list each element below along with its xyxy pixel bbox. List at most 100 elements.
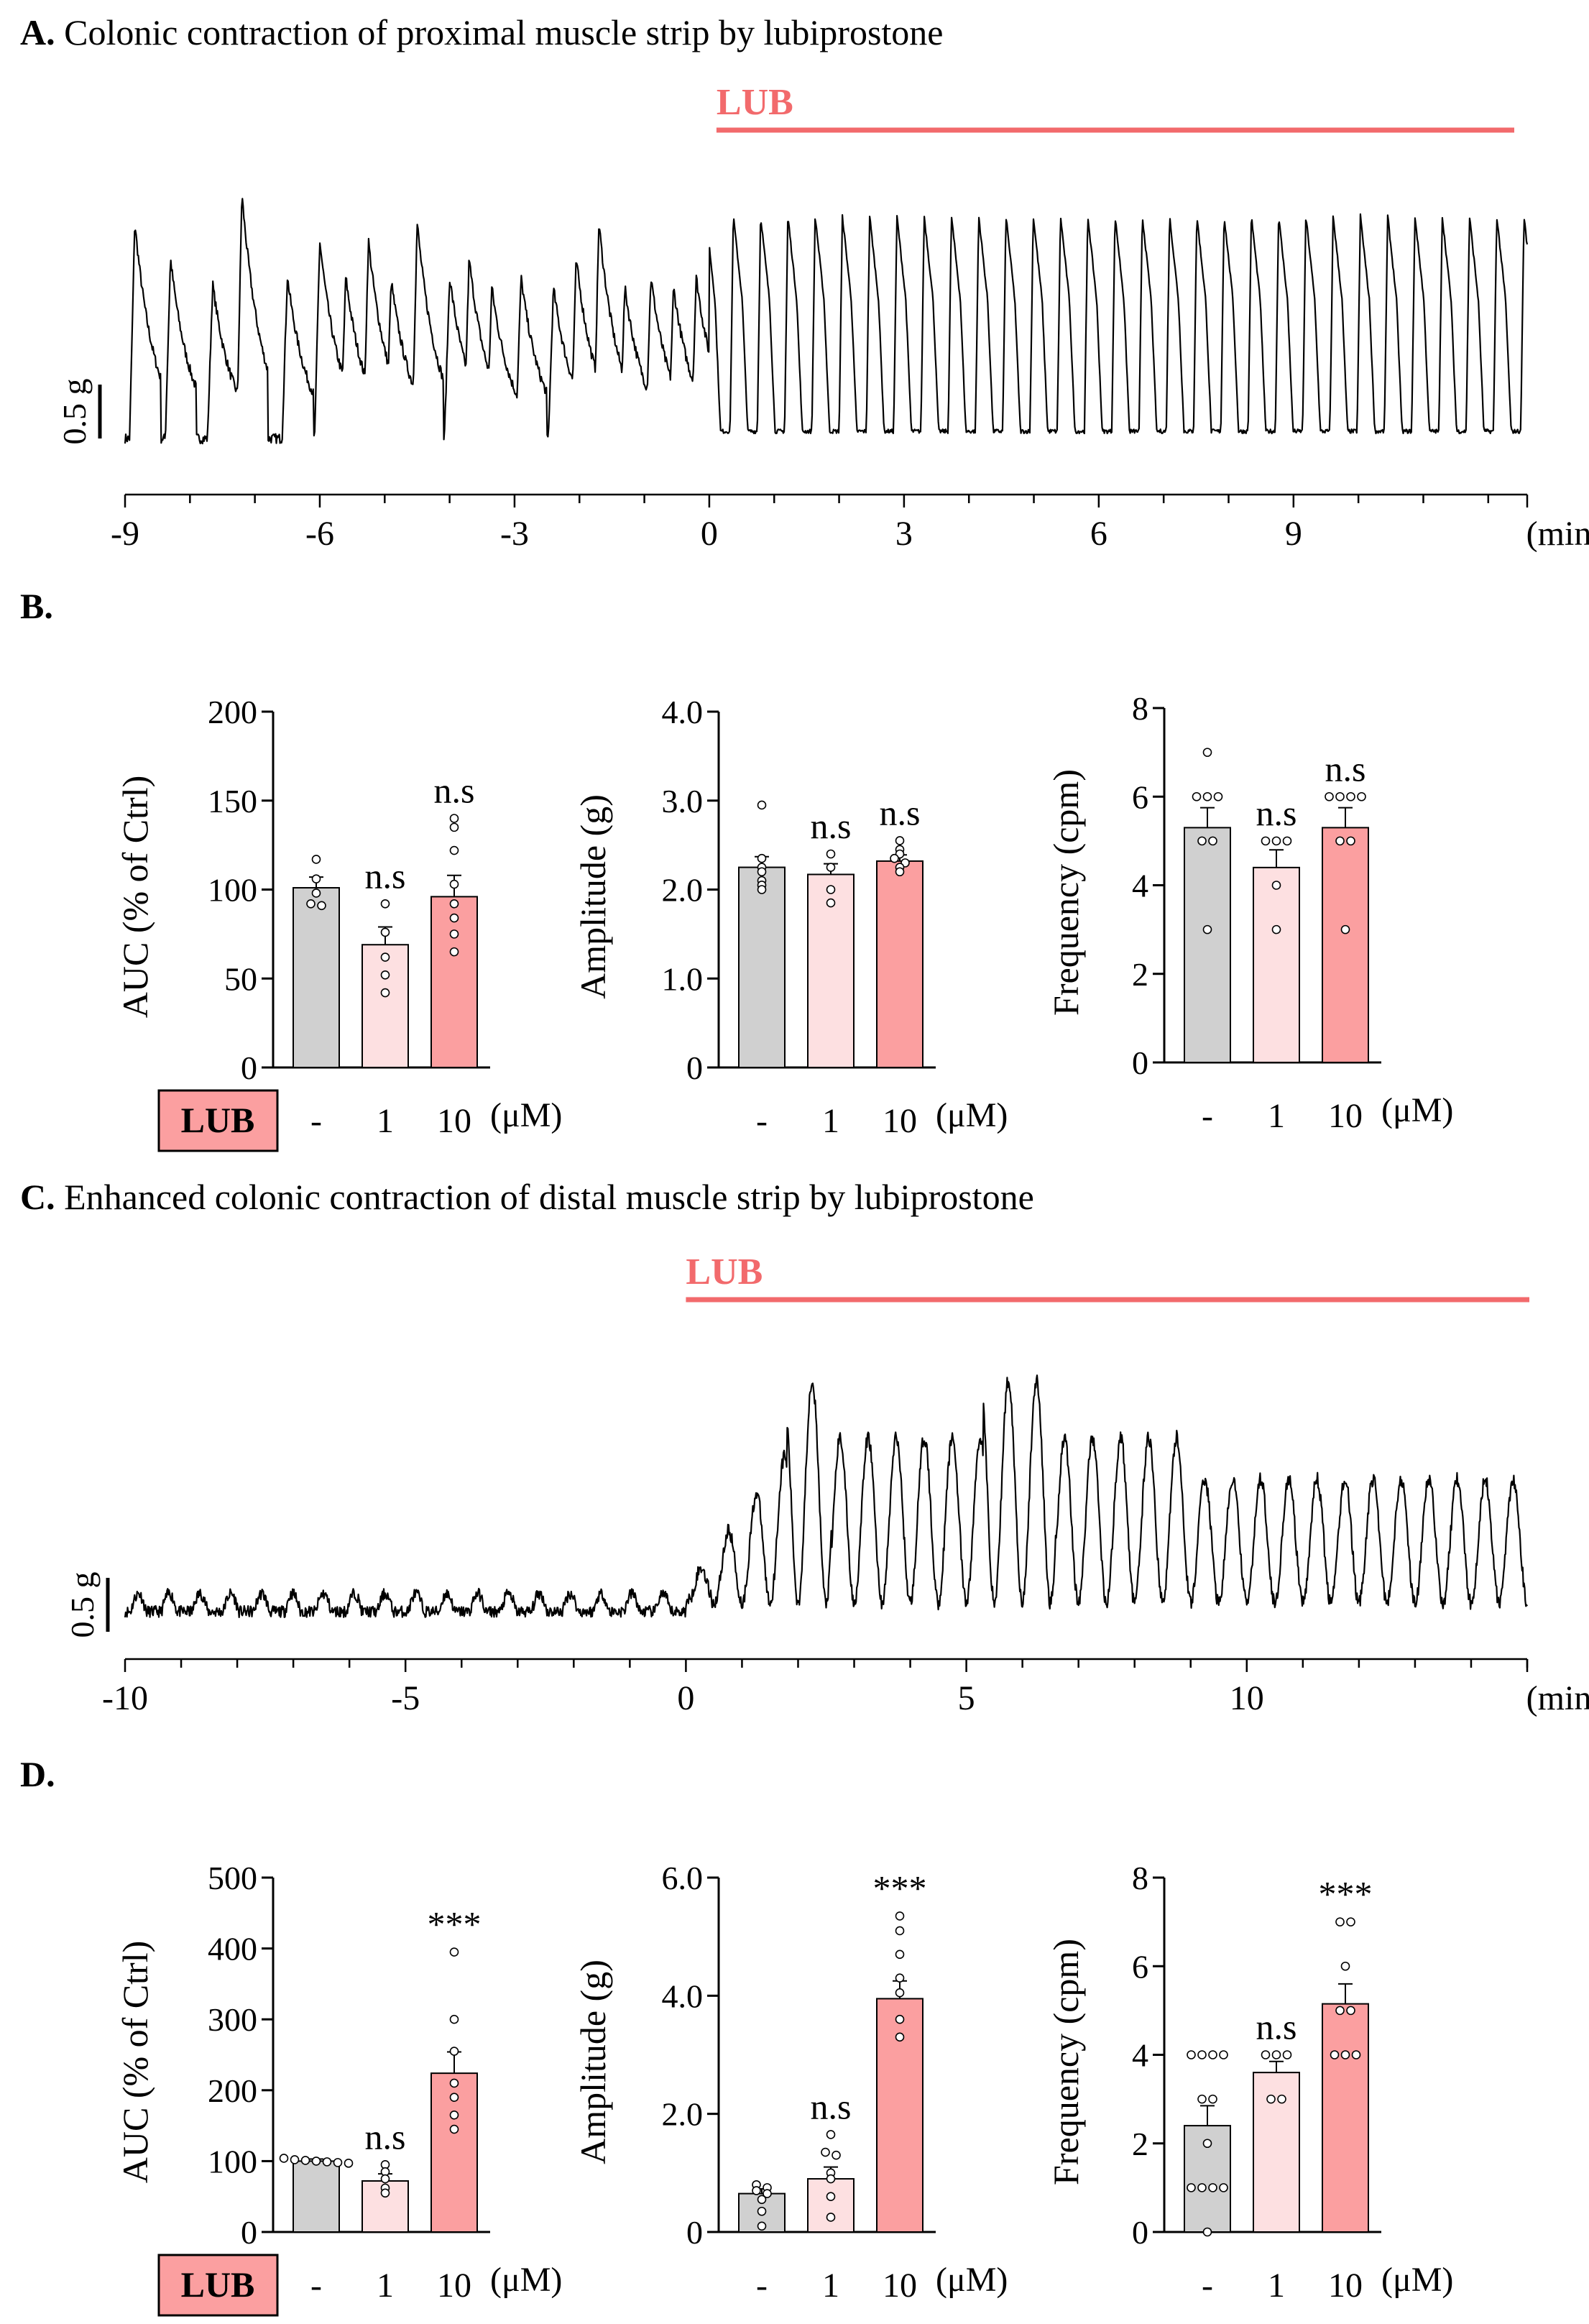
D-frequency-data-point <box>1219 2050 1228 2059</box>
B-amplitude-data-point <box>826 898 836 908</box>
B-frequency-category-label: 10 <box>1328 1097 1363 1135</box>
D-frequency-y-tick-label: 0 <box>1132 2214 1148 2251</box>
D-frequency-bar-1 <box>1253 2072 1300 2233</box>
panel-c-heading: C. Enhanced colonic contraction of dista… <box>20 1179 1034 1215</box>
B-amplitude-unit: (μM) <box>936 1096 1008 1134</box>
D-frequency-data-point <box>1340 2050 1350 2059</box>
B-frequency-category-label: - <box>1202 1097 1213 1135</box>
B-auc-bar-0 <box>293 887 340 1069</box>
B-frequency-data-point <box>1202 924 1212 934</box>
D-amplitude-data-point <box>826 2130 836 2139</box>
B-amplitude-y-tick-label: 4.0 <box>662 694 704 730</box>
D-frequency-data-point <box>1346 1917 1355 1926</box>
B-frequency-category-label: 1 <box>1268 1097 1285 1135</box>
B-amplitude-significance: n.s <box>811 806 852 846</box>
A-trace-lub-label: LUB <box>717 82 793 123</box>
B-amplitude-bar-0 <box>738 866 786 1068</box>
A-trace-x-tick-label: -9 <box>111 515 139 553</box>
D-frequency-data-point <box>1187 2050 1196 2059</box>
D-frequency-category-label: 10 <box>1328 2266 1363 2305</box>
D-auc-y-tick-label: 300 <box>208 2001 257 2038</box>
D-auc-category-label: 10 <box>437 2266 471 2305</box>
D-frequency-data-point <box>1219 2183 1228 2192</box>
B-auc-category-label: - <box>310 1102 322 1140</box>
B-amplitude-chart: 0 1.0 2.0 3.0 4.0 Amplitude (g) - n.s 1 n.s 10 (μM) <box>573 694 1008 1140</box>
B-auc-data-point <box>317 901 326 911</box>
C-trace-lub-label: LUB <box>686 1251 763 1292</box>
B-frequency-data-point <box>1325 791 1334 802</box>
D-amplitude-unit: (μM) <box>936 2261 1008 2299</box>
B-auc-category-label: 10 <box>437 1102 471 1140</box>
B-amplitude-category-label: 1 <box>822 1102 839 1140</box>
B-frequency-chart: 0 2 4 6 8 Frequency (cpm) - n.s 1 n.s 10 (μM) <box>1046 690 1453 1135</box>
B-auc-bar-1 <box>361 944 409 1068</box>
B-amplitude-y-tick-label: 2.0 <box>662 872 704 909</box>
D-frequency-data-point <box>1187 2183 1196 2192</box>
D-frequency-data-point <box>1340 1961 1350 1971</box>
D-frequency-data-point <box>1208 2094 1217 2104</box>
D-frequency-data-point <box>1202 2227 1212 2237</box>
C-trace-x-tick-label: 10 <box>1230 1679 1264 1717</box>
D-auc-y-tick-label: 0 <box>241 2214 257 2251</box>
panel-b-letter: B. <box>20 586 53 626</box>
B-amplitude-data-point <box>826 863 836 872</box>
D-auc-y-tick-label: 400 <box>208 1931 257 1967</box>
B-frequency-bar-2 <box>1322 827 1369 1063</box>
panel-a-heading: A. Colonic contraction of proximal muscl… <box>20 14 944 50</box>
D-auc-data-point <box>449 2124 459 2134</box>
D-frequency-data-point <box>1335 1917 1345 1926</box>
D-amplitude-data-point <box>821 2147 830 2157</box>
D-frequency-data-point <box>1335 2006 1345 2016</box>
D-frequency-data-point <box>1202 2139 1212 2149</box>
D-amplitude-data-point <box>895 2014 905 2024</box>
D-auc-data-point <box>333 2158 343 2167</box>
panel-a-title: Colonic contraction of proximal muscle s… <box>64 12 944 52</box>
B-auc-data-point <box>306 899 316 909</box>
B-auc-lub-box-label: LUB <box>181 1100 255 1140</box>
D-frequency-significance: *** <box>1319 1874 1373 1914</box>
D-auc-bar-0 <box>293 2160 340 2233</box>
D-auc-chart: 0 100 200 300 400 500 AUC (% of Ctrl) - n.s 1 *** 1… <box>115 1860 562 2317</box>
B-frequency-data-point <box>1271 881 1281 890</box>
C-trace-chart: LUB 0.5 g -10 -5 0 5 10 (min) <box>64 1251 1589 1717</box>
B-amplitude-data-point <box>757 800 767 810</box>
D-amplitude-data-point <box>895 1973 905 1983</box>
B-amplitude-data-point <box>826 849 836 859</box>
B-auc-y-tick-label: 50 <box>224 960 257 997</box>
D-frequency-data-point <box>1208 2050 1217 2059</box>
B-auc-lub-box <box>157 1089 279 1152</box>
D-frequency-category-label: 1 <box>1268 2266 1285 2305</box>
D-frequency-data-point <box>1282 2050 1292 2059</box>
B-auc-data-point <box>449 822 459 832</box>
panel-a-letter: A. <box>20 12 55 52</box>
B-auc-y-tick-label: 100 <box>208 872 257 909</box>
A-trace-scale-label: 0.5 g <box>56 379 93 445</box>
D-frequency-data-point <box>1271 2050 1281 2059</box>
B-frequency-data-point <box>1261 836 1271 846</box>
D-amplitude-data-point <box>826 2174 836 2184</box>
B-amplitude-data-point <box>895 867 905 877</box>
A-trace-trace-line <box>124 198 1529 445</box>
D-amplitude-y-tick-label: 6.0 <box>662 1860 704 1896</box>
D-amplitude-bar-1 <box>807 2178 855 2233</box>
B-frequency-data-point <box>1202 791 1212 802</box>
B-amplitude-data-point <box>890 853 899 863</box>
B-frequency-y-tick-label: 0 <box>1132 1044 1148 1081</box>
B-frequency-data-point <box>1346 791 1355 802</box>
D-amplitude-data-point <box>895 1949 905 1960</box>
D-auc-lub-box <box>157 2254 279 2317</box>
D-frequency-category-label: - <box>1202 2266 1213 2305</box>
D-frequency-data-point <box>1330 2050 1340 2059</box>
B-auc-chart: 0 50 100 150 200 AUC (% of Ctrl) - n.s 1 n.s 10 (μM… <box>115 694 562 1152</box>
C-trace-x-tick-label: 0 <box>677 1679 694 1717</box>
B-amplitude-bar-2 <box>876 860 924 1069</box>
A-trace-x-tick-label: -3 <box>500 515 529 553</box>
B-auc-category-label: 1 <box>377 1102 394 1140</box>
C-trace-x-tick-label: -10 <box>102 1679 148 1717</box>
D-amplitude-data-point <box>763 2189 772 2198</box>
D-amplitude-y-tick-label: 4.0 <box>662 1978 704 2014</box>
D-amplitude-significance: *** <box>873 1868 927 1908</box>
D-frequency-data-point <box>1197 2094 1207 2104</box>
B-auc-data-point <box>380 970 390 980</box>
